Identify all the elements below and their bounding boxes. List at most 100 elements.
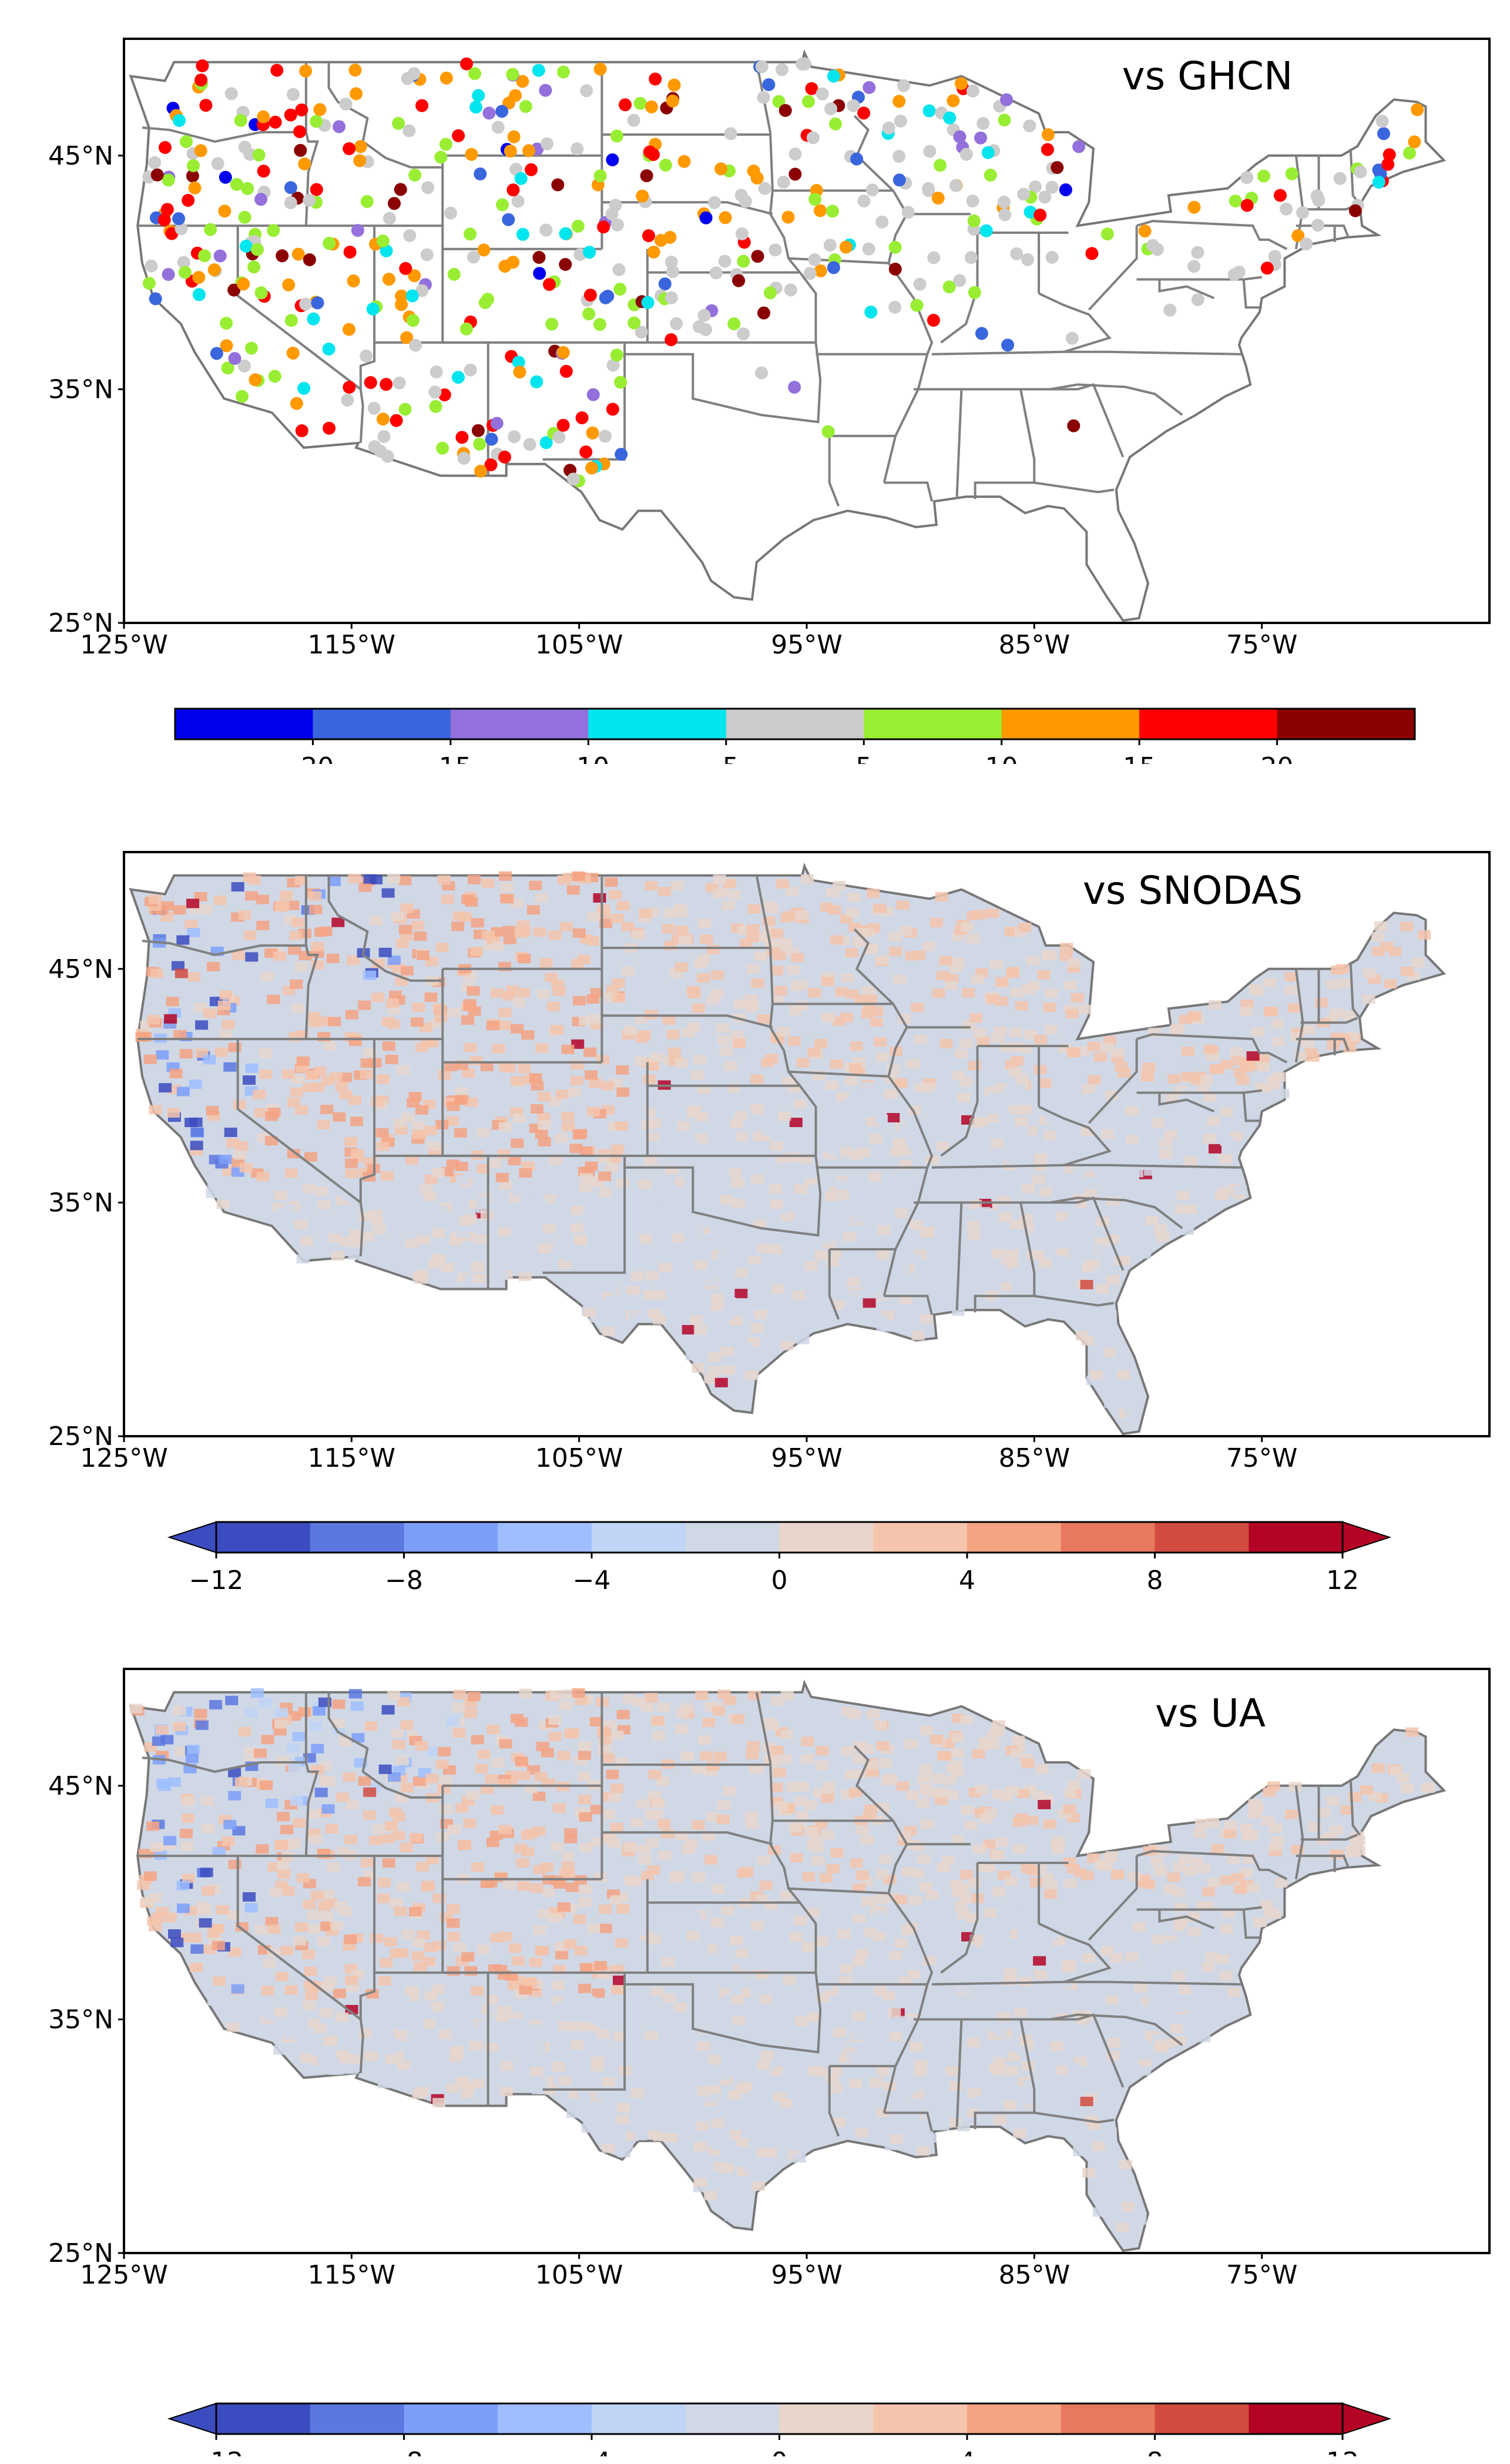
field-cell: [828, 905, 841, 915]
station-point: [892, 173, 906, 187]
field-cell: [1106, 1196, 1120, 1206]
field-cell: [256, 1844, 269, 1854]
state-border: [1034, 1295, 1115, 1307]
station-point: [220, 339, 233, 353]
field-cell: [702, 1268, 716, 1278]
station-point: [252, 148, 266, 162]
field-cell: [744, 1811, 758, 1821]
field-cell: [750, 1920, 764, 1930]
field-cell: [659, 1263, 672, 1273]
field-cell: [446, 1116, 459, 1126]
field-cell: [911, 1330, 925, 1340]
station-point: [398, 403, 412, 416]
station-point: [949, 179, 962, 192]
station-point: [1163, 303, 1177, 317]
field-cell: [1038, 1258, 1052, 1268]
field-cell: [870, 2078, 883, 2088]
field-cell: [317, 1200, 331, 1210]
field-cell: [1101, 1946, 1114, 1956]
field-cell: [395, 938, 409, 948]
field-cell: [589, 1289, 602, 1299]
field-cell: [944, 1231, 958, 1241]
station-point: [392, 376, 406, 390]
field-cell: [365, 2051, 378, 2061]
field-cell: [326, 954, 340, 964]
field-cell: [723, 1786, 736, 1796]
field-cell: [710, 970, 724, 980]
field-cell: [841, 1308, 854, 1317]
field-cell: [722, 1366, 736, 1375]
field-cell: [288, 1762, 301, 1772]
field-cell: [787, 1782, 800, 1792]
station-point: [420, 248, 434, 262]
field-cell: [942, 1855, 955, 1865]
field-cell: [300, 1236, 313, 1246]
field-cell: [957, 2121, 970, 2131]
station-point: [954, 77, 968, 90]
field-cell: [735, 1949, 749, 1959]
field-cell: [1035, 2100, 1048, 2110]
field-cell: [291, 917, 305, 927]
field-cell: [308, 1835, 322, 1844]
field-cell: [175, 968, 188, 978]
field-cell: [853, 1956, 865, 1966]
field-cell: [548, 930, 562, 940]
station-point: [913, 277, 927, 291]
field-cell: [535, 1198, 548, 1208]
field-cell: [1179, 1014, 1192, 1024]
field-cell: [712, 888, 726, 898]
station-point: [295, 424, 308, 437]
station-point: [464, 363, 477, 377]
station-point: [434, 150, 448, 164]
field-cell: [182, 1796, 195, 1806]
station-point: [714, 162, 728, 176]
station-point: [769, 243, 782, 257]
field-cell: [572, 1688, 585, 1698]
field-cell: [558, 1181, 572, 1191]
field-cell: [267, 1925, 281, 1934]
field-cell: [265, 1111, 278, 1121]
field-cell: [830, 935, 843, 945]
field-cell: [1400, 921, 1413, 931]
field-cell: [1113, 1139, 1127, 1149]
field-cell: [333, 1989, 346, 1999]
field-cell: [1218, 1186, 1232, 1196]
field-cell: [339, 2054, 353, 2063]
field-cell: [702, 1186, 715, 1196]
field-cell: [585, 1070, 598, 1080]
field-cell: [166, 997, 179, 1007]
colorbar-label: -5: [713, 752, 739, 764]
field-cell: [906, 2084, 919, 2094]
field-cell: [1120, 2191, 1134, 2201]
state-border: [1077, 383, 1125, 458]
station-point: [1377, 127, 1390, 140]
field-cell: [578, 1795, 592, 1805]
station-point: [788, 381, 801, 394]
field-cell: [787, 965, 800, 975]
field-cell: [358, 1212, 372, 1222]
field-cell: [464, 1966, 478, 1976]
field-cell: [661, 1829, 675, 1839]
field-cell: [706, 1910, 719, 1920]
field-cell: [187, 928, 200, 937]
field-cell: [986, 994, 999, 1004]
field-cell: [1159, 1149, 1172, 1159]
field-cell: [615, 1121, 628, 1131]
field-cell: [180, 1841, 194, 1851]
field-cell: [807, 1047, 821, 1057]
field-cell: [967, 1230, 981, 1240]
colorbar-segment: [873, 1522, 968, 1553]
station-point: [593, 62, 607, 76]
station-point: [772, 95, 786, 108]
field-cell: [890, 1047, 902, 1057]
field-cell: [385, 2054, 399, 2064]
field-cell: [710, 988, 724, 998]
station-point: [149, 292, 162, 306]
field-cell: [938, 1751, 952, 1761]
station-point: [863, 81, 876, 94]
field-cell: [336, 1792, 350, 1802]
field-cell: [173, 1030, 187, 1040]
field-cell: [559, 1700, 572, 1710]
station-point: [599, 291, 612, 304]
field-cell: [1220, 1107, 1233, 1117]
